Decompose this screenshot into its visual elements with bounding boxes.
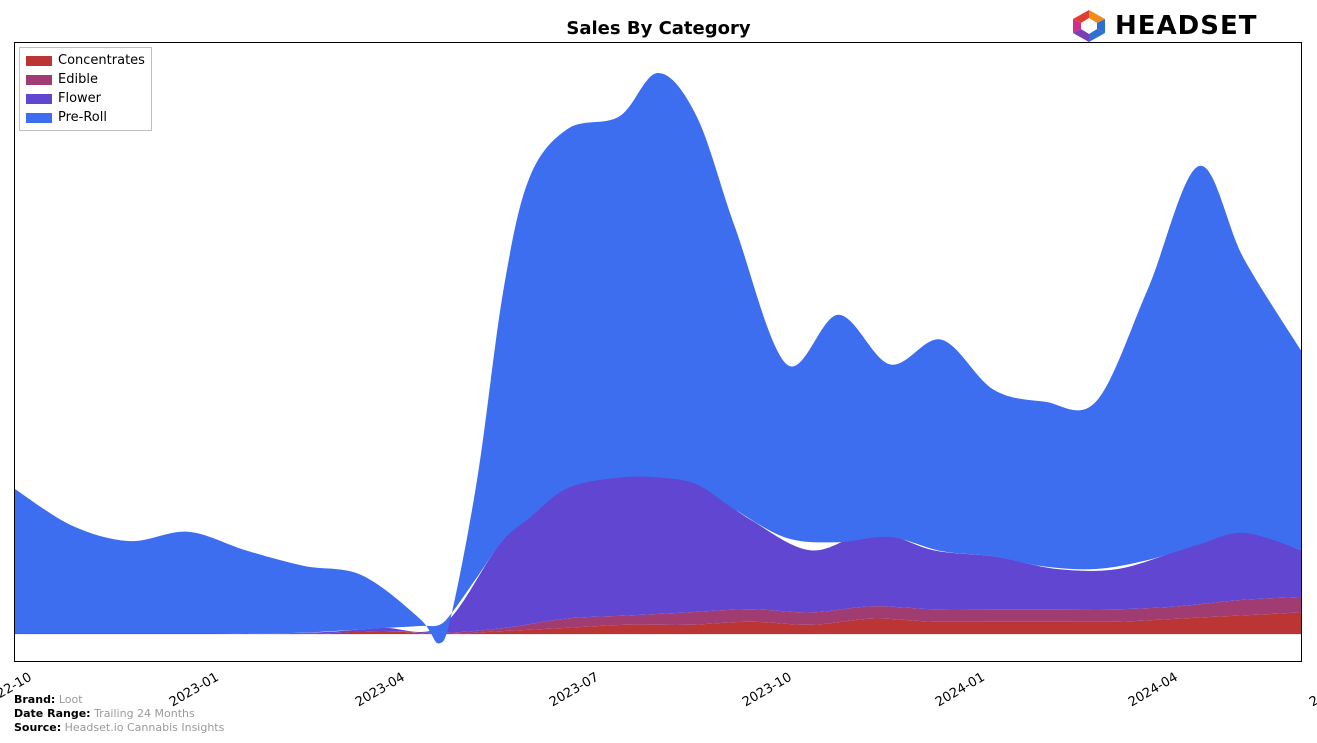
legend: Concentrates Edible Flower Pre-Roll	[19, 47, 152, 131]
footer-source-val: Headset.io Cannabis Insights	[65, 721, 225, 734]
legend-label: Pre-Roll	[58, 110, 107, 125]
footer-brand-key: Brand:	[14, 693, 55, 706]
footer-brand-val: Loot	[59, 693, 83, 706]
plot-area	[14, 42, 1302, 662]
footer-source-key: Source:	[14, 721, 61, 734]
footer-brand: Brand: Loot	[14, 693, 224, 707]
footer-source: Source: Headset.io Cannabis Insights	[14, 721, 224, 735]
legend-swatch	[26, 56, 52, 66]
xtick-label: 2023-07	[542, 670, 601, 713]
legend-label: Flower	[58, 91, 101, 106]
legend-swatch	[26, 94, 52, 104]
legend-item: Pre-Roll	[26, 108, 145, 127]
footer-range: Date Range: Trailing 24 Months	[14, 707, 224, 721]
legend-label: Concentrates	[58, 53, 145, 68]
logo-text: HEADSET	[1115, 11, 1257, 41]
xtick-label: 2024-07	[1302, 670, 1317, 713]
xtick-label: 2024-04	[1121, 670, 1180, 713]
legend-item: Concentrates	[26, 51, 145, 70]
xtick-label: 2023-10	[735, 670, 794, 713]
legend-label: Edible	[58, 72, 98, 87]
legend-swatch	[26, 113, 52, 123]
legend-item: Edible	[26, 70, 145, 89]
xtick-label: 2023-04	[348, 670, 407, 713]
xtick-label: 2024-01	[928, 670, 987, 713]
chart-footer: Brand: Loot Date Range: Trailing 24 Mont…	[14, 693, 224, 735]
legend-item: Flower	[26, 89, 145, 108]
chart-container: Sales By Category HEADSET ConcentratesEd…	[0, 0, 1317, 743]
footer-range-key: Date Range:	[14, 707, 91, 720]
footer-range-val: Trailing 24 Months	[94, 707, 195, 720]
legend-swatch	[26, 75, 52, 85]
